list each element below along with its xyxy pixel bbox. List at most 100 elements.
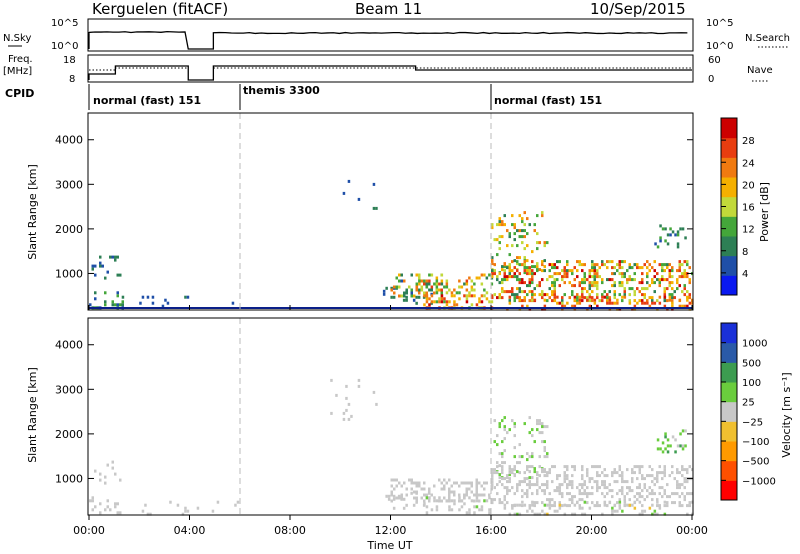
echo-cell (678, 483, 681, 487)
echo-cell (496, 275, 499, 279)
echo-cell (678, 471, 681, 475)
echo-cell (551, 465, 554, 469)
colorbar-tick-label: 4 (742, 269, 748, 280)
echo-cell (674, 438, 677, 442)
echo-cell (573, 298, 577, 302)
echo-cell (390, 499, 393, 503)
echo-cell (581, 477, 584, 481)
echo-cell (518, 471, 521, 475)
echo-cell (581, 492, 584, 496)
echo-cell (425, 282, 428, 286)
echo-cell (345, 408, 348, 412)
echo-cell (543, 483, 546, 487)
echo-cell (121, 300, 124, 304)
echo-cell (621, 486, 624, 490)
echo-cell (116, 511, 119, 515)
echo-cell (558, 486, 561, 490)
echo-cell (531, 483, 534, 487)
echo-cell (538, 281, 541, 285)
echo-cell (601, 471, 604, 475)
echo-cell (586, 471, 589, 475)
echo-cell (420, 487, 423, 491)
echo-cell (683, 269, 686, 273)
echo-cell (392, 506, 396, 510)
echo-cell (633, 278, 636, 282)
echo-cell (543, 307, 547, 311)
echo-cell (516, 287, 519, 291)
echo-cell (593, 465, 596, 469)
echo-cell (676, 287, 679, 291)
echo-cell (626, 480, 629, 484)
echo-cell (561, 299, 564, 303)
echo-cell (613, 509, 617, 513)
echo-cell (676, 230, 680, 234)
echo-cell (646, 474, 649, 478)
echo-cell (415, 481, 418, 485)
echo-cell (674, 233, 677, 237)
echo-cell (498, 498, 501, 502)
echo-cell (548, 468, 551, 472)
echo-cell (526, 284, 529, 288)
echo-cell (596, 296, 599, 300)
echo-cell (653, 509, 657, 513)
echo-cell (616, 492, 619, 496)
echo-cell (385, 494, 388, 498)
echo-cell (566, 504, 569, 508)
echo-cell (551, 266, 554, 270)
echo-cell (503, 486, 506, 490)
echo-cell (656, 272, 659, 276)
echo-cell (641, 287, 644, 291)
echo-cell (668, 269, 671, 273)
echo-cell (448, 499, 451, 503)
echo-cell (453, 493, 456, 497)
echo-cell (526, 458, 529, 462)
echo-cell (686, 480, 689, 484)
echo-cell (688, 278, 691, 282)
echo-cell (603, 503, 607, 507)
echo-cell (669, 233, 672, 237)
echo-cell (121, 295, 125, 299)
echo-cell (513, 455, 516, 459)
echo-cell (518, 480, 521, 484)
echo-cell (94, 297, 97, 301)
echo-cell (458, 499, 461, 503)
echo-cell (623, 500, 627, 504)
echo-cell (413, 294, 416, 298)
echo-cell (450, 294, 454, 298)
echo-cell (583, 483, 586, 487)
echo-cell (576, 260, 579, 264)
echo-cell (511, 223, 514, 227)
echo-cell (523, 503, 527, 507)
echo-cell (490, 300, 494, 304)
echo-cell (556, 266, 559, 270)
echo-cell (578, 284, 581, 288)
echo-cell (425, 300, 429, 304)
y-tick-label: 1000 (55, 267, 83, 280)
echo-cell (501, 461, 504, 465)
echo-cell (475, 303, 479, 307)
echo-cell (465, 511, 469, 515)
echo-cell (553, 272, 556, 276)
echo-cell (656, 477, 659, 481)
echo-cell (536, 483, 539, 487)
echo-cell (683, 275, 686, 279)
echo-cell (663, 269, 666, 273)
echo-cell (538, 419, 541, 423)
echo-cell (382, 292, 386, 296)
y-tick-label: 4000 (55, 134, 83, 147)
echo-cell (533, 467, 536, 471)
echo-cell (445, 300, 449, 304)
echo-cell (518, 272, 521, 276)
colorbar-segment (721, 255, 737, 276)
echo-cell (661, 441, 665, 445)
echo-cell (681, 483, 684, 487)
echo-cell (433, 484, 436, 488)
echo-cell (508, 232, 511, 236)
echo-cell (541, 501, 544, 505)
echo-cell (508, 512, 512, 516)
echo-cell (420, 285, 424, 289)
echo-cell (641, 272, 644, 276)
colorbar-segment (721, 137, 737, 158)
echo-cell (656, 500, 659, 504)
echo-cell (521, 235, 524, 239)
